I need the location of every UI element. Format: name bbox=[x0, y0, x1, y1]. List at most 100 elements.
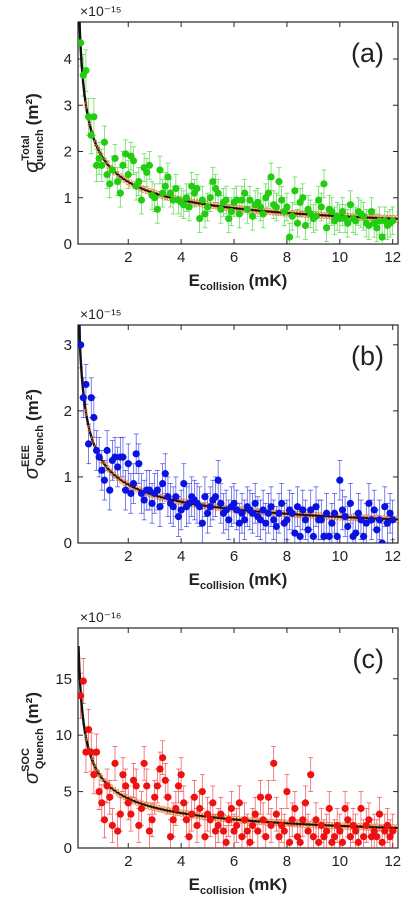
data-point bbox=[84, 725, 93, 734]
fit-band-marker bbox=[316, 512, 320, 515]
fit-band-marker bbox=[128, 179, 132, 183]
data-point bbox=[100, 816, 109, 824]
data-point bbox=[360, 532, 368, 540]
data-point bbox=[375, 217, 384, 225]
data-point bbox=[214, 189, 222, 197]
data-point bbox=[100, 476, 109, 484]
data-point bbox=[95, 787, 103, 796]
fit-band-marker bbox=[274, 212, 278, 216]
data-point bbox=[328, 519, 336, 527]
data-point bbox=[270, 516, 278, 524]
fit-band-marker bbox=[214, 202, 218, 206]
data-point bbox=[227, 208, 235, 216]
data-point bbox=[90, 413, 98, 422]
data-point bbox=[225, 214, 233, 223]
data-point bbox=[198, 787, 206, 796]
fit-band-marker bbox=[195, 816, 199, 820]
fit-band-marker bbox=[325, 821, 329, 825]
data-point bbox=[367, 516, 376, 524]
fit-band-marker bbox=[122, 478, 126, 482]
data-point bbox=[140, 496, 148, 504]
y-tick-label: 0 bbox=[64, 236, 72, 253]
y-label-sub: Quench bbox=[34, 129, 46, 170]
data-point bbox=[275, 177, 283, 186]
data-point bbox=[203, 810, 212, 818]
fit-band-marker bbox=[224, 207, 228, 211]
data-point bbox=[145, 827, 154, 835]
fit-band-marker bbox=[138, 486, 142, 490]
x-label-main: E bbox=[189, 875, 200, 894]
data-point bbox=[283, 787, 291, 796]
data-point bbox=[227, 804, 235, 813]
data-point bbox=[84, 113, 93, 121]
data-point bbox=[275, 833, 283, 841]
data-point bbox=[375, 516, 384, 524]
data-point bbox=[336, 827, 344, 835]
fit-band-marker bbox=[217, 508, 221, 512]
data-point bbox=[82, 748, 90, 756]
fit-band-marker bbox=[157, 809, 161, 813]
data-point bbox=[114, 463, 122, 471]
data-point bbox=[132, 450, 140, 458]
x-tick-label: 2 bbox=[124, 853, 132, 870]
fit-band-marker bbox=[182, 809, 186, 813]
data-point bbox=[169, 196, 177, 204]
data-point bbox=[193, 821, 201, 830]
data-point bbox=[106, 793, 114, 801]
data-point bbox=[225, 816, 233, 824]
data-point bbox=[264, 793, 273, 801]
data-point bbox=[145, 486, 154, 494]
fit-band-marker bbox=[122, 482, 126, 486]
y-label-sup: EEE bbox=[20, 445, 32, 467]
fit-band-marker bbox=[300, 210, 304, 214]
data-point bbox=[307, 771, 315, 779]
data-point bbox=[293, 219, 302, 227]
data-point bbox=[103, 446, 111, 455]
data-point bbox=[214, 821, 222, 830]
data-point bbox=[389, 516, 397, 524]
data-point bbox=[135, 460, 143, 468]
fit-band-marker bbox=[141, 185, 145, 189]
data-point bbox=[238, 509, 246, 517]
data-point bbox=[159, 479, 167, 488]
y-label-sub: Quench bbox=[34, 425, 46, 466]
fit-band-marker bbox=[376, 823, 380, 827]
fit-band-marker bbox=[306, 820, 310, 824]
fit-band-marker bbox=[128, 795, 132, 799]
fit-band-marker bbox=[297, 214, 301, 218]
data-point bbox=[78, 692, 85, 700]
fit-band-marker bbox=[100, 778, 104, 782]
fit-band-marker bbox=[297, 820, 301, 824]
data-point bbox=[291, 529, 299, 537]
fit-band-marker bbox=[144, 801, 148, 805]
data-point bbox=[383, 519, 392, 527]
data-point bbox=[87, 131, 95, 139]
data-point bbox=[182, 194, 191, 202]
data-point bbox=[211, 827, 220, 835]
exponent-label: ×10⁻¹⁵ bbox=[80, 3, 122, 19]
data-point bbox=[164, 493, 172, 501]
fit-band-marker bbox=[271, 513, 275, 517]
data-point bbox=[106, 486, 114, 494]
fit-band-marker bbox=[151, 188, 155, 192]
fit-band-marker bbox=[297, 210, 301, 214]
fit-band-marker bbox=[201, 501, 205, 505]
data-point bbox=[336, 214, 344, 223]
y-tick-label: 1 bbox=[64, 190, 72, 207]
data-point bbox=[317, 516, 325, 524]
data-point bbox=[256, 203, 265, 211]
fit-band-marker bbox=[265, 207, 269, 211]
data-point bbox=[338, 838, 347, 846]
fit-band-marker bbox=[192, 203, 196, 207]
fit-band-marker bbox=[151, 807, 155, 811]
fit-band-marker bbox=[236, 816, 240, 820]
data-point bbox=[87, 748, 95, 756]
x-tick-label: 6 bbox=[230, 853, 238, 870]
fit-band-marker bbox=[84, 738, 88, 742]
fit-band-marker bbox=[211, 813, 215, 817]
fit-band-marker bbox=[125, 480, 129, 484]
data-point bbox=[267, 173, 275, 181]
data-point bbox=[315, 196, 323, 204]
